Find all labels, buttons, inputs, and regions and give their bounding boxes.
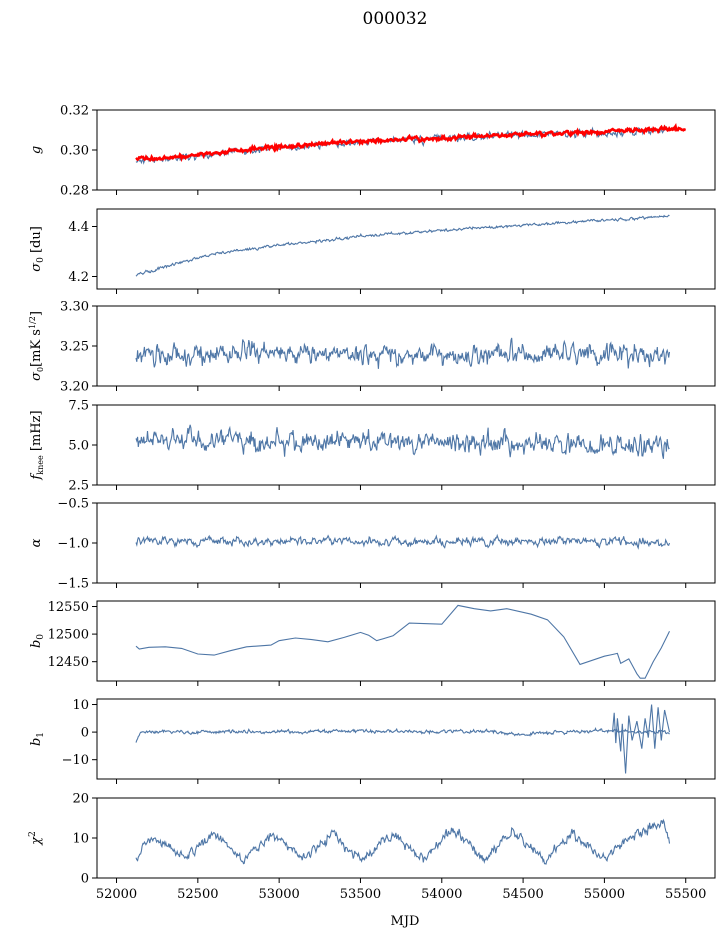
panel-g: 0.28 0.30 0.32 g bbox=[29, 104, 716, 199]
panel-b0: 12450 12500 12550 b0 bbox=[29, 600, 716, 686]
y-axis-label: b1 bbox=[29, 732, 46, 746]
axes-frame bbox=[96, 305, 716, 387]
series-line-1 bbox=[135, 818, 671, 865]
x-axis-label: MJD bbox=[391, 914, 420, 929]
y-tick-label: 7.5 bbox=[68, 399, 89, 414]
series-line-1 bbox=[135, 424, 670, 459]
axes-frame bbox=[96, 208, 716, 290]
y-axis-label: χ2 bbox=[28, 831, 44, 846]
series-group bbox=[135, 337, 671, 369]
panel-fknee: 2.5 5.0 7.5 fknee [mHz] bbox=[29, 399, 716, 494]
series-group bbox=[135, 214, 670, 277]
y-axis-label: fknee [mHz] bbox=[29, 410, 45, 480]
y-tick-label: 5.0 bbox=[68, 439, 89, 454]
x-tick-label: 54500 bbox=[502, 887, 543, 902]
panel-b1: −10 0 10 b1 bbox=[29, 698, 716, 784]
y-tick-label: 4.4 bbox=[68, 220, 89, 235]
x-tick-label: 54000 bbox=[421, 887, 462, 902]
y-tick-label: −0.5 bbox=[57, 497, 89, 512]
y-tick-label: 0 bbox=[81, 726, 89, 741]
y-tick-label: 20 bbox=[72, 792, 89, 807]
panel-sigma0-mk: 3.20 3.25 3.30 σ0[mK s1/2] bbox=[28, 300, 716, 395]
series-line-2 bbox=[611, 704, 671, 774]
y-tick-label: −10 bbox=[62, 753, 89, 768]
figure-title: 000032 bbox=[363, 9, 428, 29]
y-tick-label: 10 bbox=[72, 832, 89, 847]
y-tick-label: 0.28 bbox=[60, 184, 89, 199]
y-axis-label: α bbox=[29, 538, 44, 547]
y-tick-label: 3.30 bbox=[60, 300, 89, 315]
x-tick-label: 55000 bbox=[584, 887, 625, 902]
y-tick-label: −1.0 bbox=[57, 537, 89, 552]
y-tick-label: 4.2 bbox=[68, 270, 89, 285]
series-group bbox=[135, 424, 670, 459]
series-line-1 bbox=[135, 337, 671, 369]
series-line-1 bbox=[135, 604, 670, 679]
y-tick-label: 12550 bbox=[48, 600, 89, 615]
series-group bbox=[135, 604, 670, 679]
axes-frame bbox=[96, 797, 716, 879]
y-tick-label: 12500 bbox=[48, 628, 89, 643]
y-tick-label: −1.5 bbox=[57, 577, 89, 592]
y-axis-label: σ0[mK s1/2] bbox=[28, 311, 45, 381]
y-tick-label: 10 bbox=[72, 698, 89, 713]
series-line-1 bbox=[135, 214, 670, 277]
x-tick-label: 52000 bbox=[96, 887, 137, 902]
series-group bbox=[135, 704, 671, 774]
y-tick-label: 12450 bbox=[48, 655, 89, 670]
x-tick-label: 53000 bbox=[258, 887, 299, 902]
series-line-2 bbox=[135, 123, 687, 163]
series-group bbox=[135, 533, 671, 550]
y-tick-label: 3.20 bbox=[60, 380, 89, 395]
y-tick-label: 0.32 bbox=[60, 104, 89, 119]
series-line-1 bbox=[135, 533, 671, 550]
y-tick-label: 2.5 bbox=[68, 479, 89, 494]
panels: 0.28 0.30 0.32 g 4.2 4.4 σ0 [du] 3.20 3.25 3.30 σ0… bbox=[28, 104, 716, 902]
axes-frame bbox=[96, 698, 716, 780]
x-tick-label: 55500 bbox=[665, 887, 706, 902]
y-tick-label: 3.25 bbox=[60, 340, 89, 355]
y-axis-label: b0 bbox=[29, 634, 46, 648]
panel-sigma0-du: 4.2 4.4 σ0 [du] bbox=[29, 208, 716, 294]
series-group bbox=[135, 818, 671, 865]
x-tick-label: 53500 bbox=[340, 887, 381, 902]
axes-frame bbox=[96, 600, 716, 682]
panel-alpha: −1.5 −1.0 −0.5 α bbox=[29, 497, 716, 592]
axes-frame bbox=[96, 404, 716, 486]
y-axis-label: g bbox=[29, 146, 44, 154]
y-tick-label: 0.30 bbox=[60, 144, 89, 159]
series-group bbox=[135, 123, 687, 165]
panel-chi2: 0 10 20 52000 52500 53000 53500 54000 54500 55000… bbox=[28, 792, 716, 902]
x-tick-label: 52500 bbox=[177, 887, 218, 902]
series-line-1 bbox=[135, 727, 670, 743]
axes-frame bbox=[96, 109, 716, 191]
y-tick-label: 0 bbox=[81, 872, 89, 887]
y-axis-label: σ0 [du] bbox=[29, 226, 46, 272]
